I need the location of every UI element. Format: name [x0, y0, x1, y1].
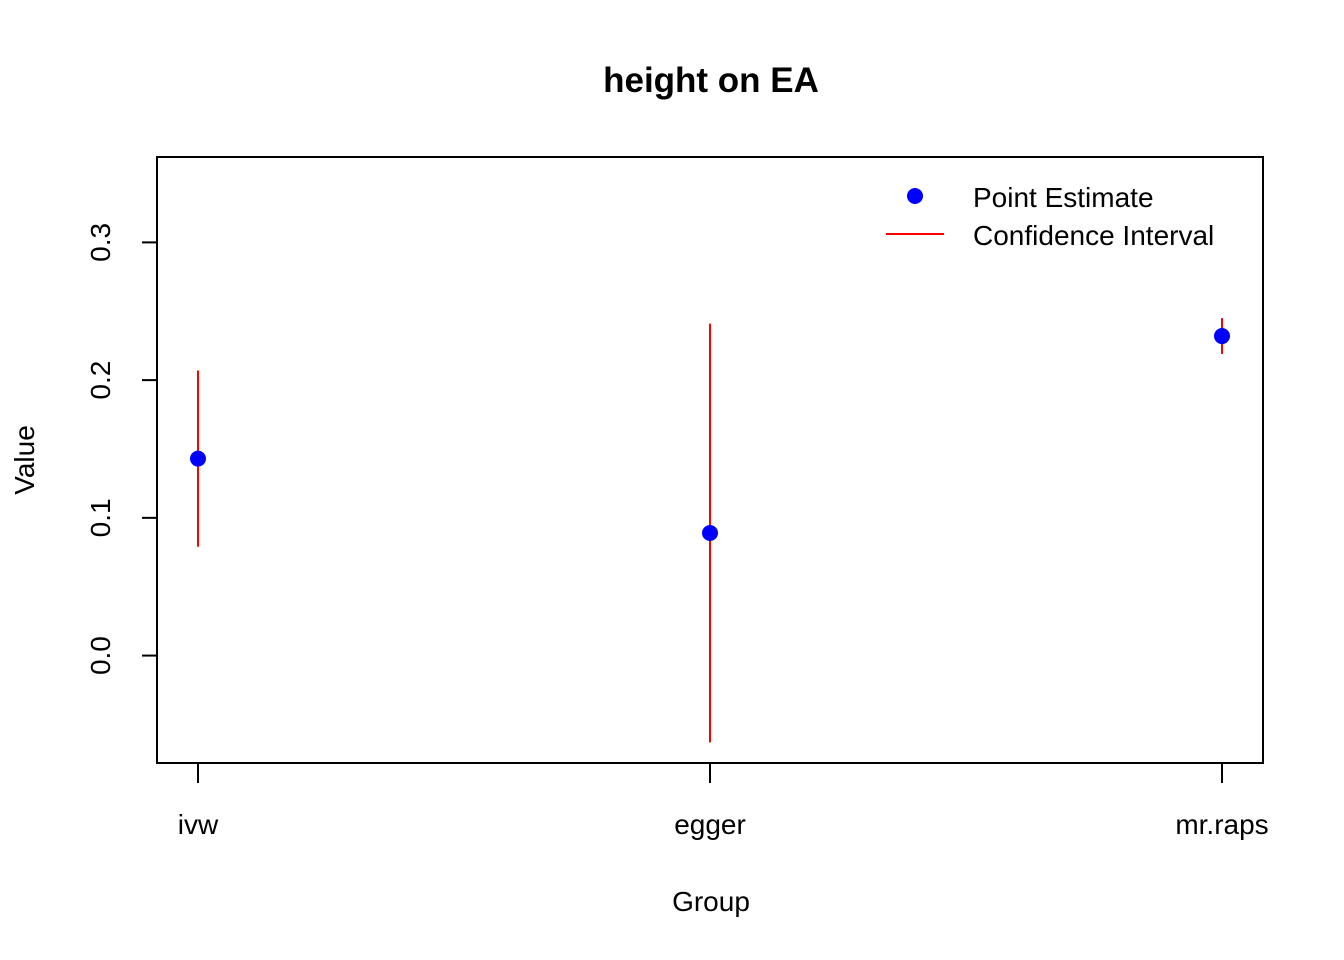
- y-tick-label: 0.2: [85, 361, 116, 400]
- x-axis: ivw egger mr.raps: [178, 762, 1269, 840]
- y-tick-label: 0.0: [85, 636, 116, 675]
- point-egger: [702, 524, 718, 541]
- x-tick-label-egger: egger: [674, 809, 746, 840]
- point-mr-raps: [1214, 328, 1230, 345]
- x-axis-label: Group: [672, 886, 750, 917]
- y-tick-label: 0.3: [85, 223, 116, 262]
- legend-label-confidence-interval: Confidence Interval: [973, 220, 1214, 251]
- x-tick-label-mr-raps: mr.raps: [1175, 809, 1268, 840]
- y-axis: 0.0 0.1 0.2 0.3: [85, 223, 158, 675]
- legend: Point Estimate Confidence Interval: [886, 182, 1214, 251]
- point-ivw: [190, 450, 206, 467]
- chart-title: height on EA: [603, 61, 819, 100]
- legend-label-point-estimate: Point Estimate: [973, 182, 1154, 213]
- point-estimates: [190, 328, 1230, 541]
- x-tick-label-ivw: ivw: [178, 809, 219, 840]
- y-tick-label: 0.1: [85, 498, 116, 537]
- y-axis-label: Value: [9, 425, 40, 495]
- legend-point-marker: [907, 188, 923, 204]
